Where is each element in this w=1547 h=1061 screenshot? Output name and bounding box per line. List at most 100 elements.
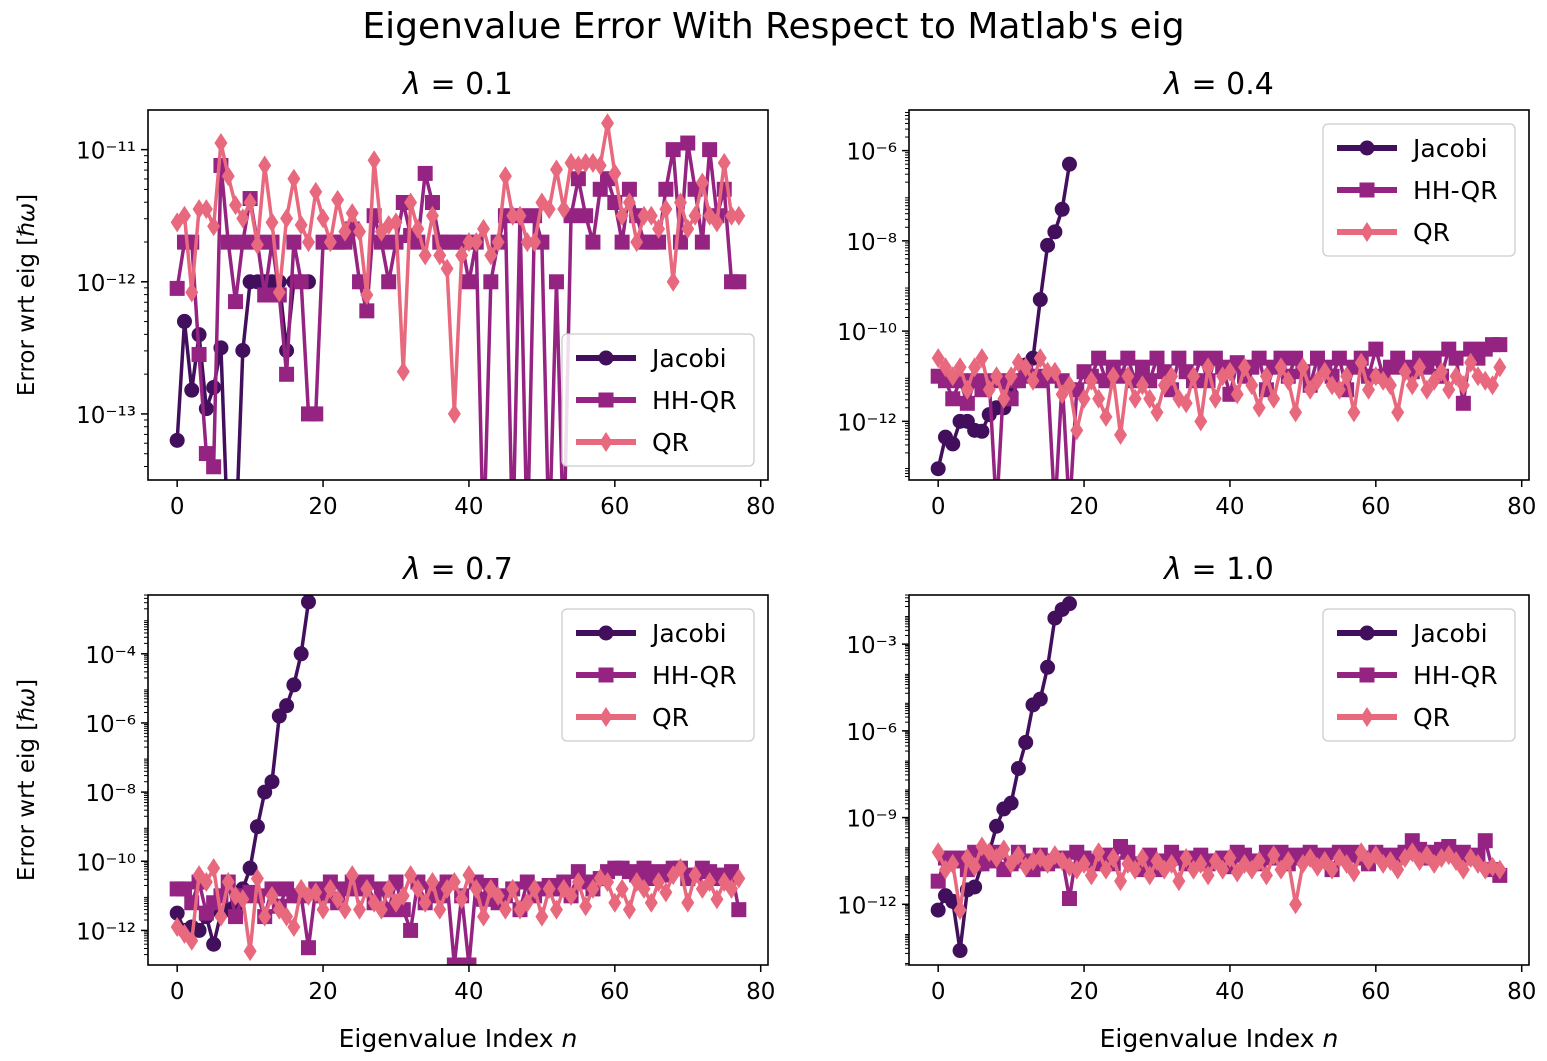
data-point bbox=[250, 234, 264, 255]
data-point bbox=[169, 432, 185, 448]
data-point bbox=[644, 205, 658, 226]
data-point bbox=[535, 906, 549, 927]
data-point bbox=[1062, 375, 1076, 396]
data-point bbox=[440, 258, 454, 279]
data-point bbox=[1332, 379, 1346, 400]
data-point bbox=[542, 199, 556, 220]
subplot-title: λ = 0.4 bbox=[1162, 67, 1274, 102]
data-point bbox=[1455, 395, 1471, 411]
data-point bbox=[930, 902, 946, 918]
data-point bbox=[578, 208, 594, 224]
data-point bbox=[1091, 350, 1107, 366]
data-point bbox=[258, 155, 272, 176]
legend: Jacobi HH-QR QR bbox=[561, 333, 755, 467]
legend-marker-hh-qr bbox=[1359, 182, 1375, 198]
data-point bbox=[710, 889, 724, 910]
data-point bbox=[287, 916, 301, 937]
data-point bbox=[1477, 833, 1493, 849]
data-point bbox=[280, 208, 294, 229]
data-point bbox=[528, 878, 542, 899]
data-point bbox=[1114, 424, 1128, 445]
data-point bbox=[1303, 379, 1317, 400]
data-point bbox=[1019, 357, 1033, 378]
data-point bbox=[725, 878, 739, 899]
data-point bbox=[542, 539, 557, 554]
data-point bbox=[484, 245, 498, 266]
title-value: = 0.4 bbox=[1182, 67, 1274, 102]
data-point bbox=[1223, 848, 1237, 869]
data-point bbox=[1165, 853, 1179, 874]
data-point bbox=[1493, 859, 1507, 880]
y-tick-label: 10⁻¹² bbox=[837, 893, 897, 919]
data-point bbox=[1201, 865, 1215, 886]
data-point bbox=[549, 899, 563, 920]
data-point bbox=[293, 274, 309, 290]
data-point bbox=[946, 853, 960, 874]
data-point bbox=[688, 205, 702, 226]
data-point bbox=[462, 232, 476, 253]
x-tick-label: 80 bbox=[1507, 979, 1536, 1005]
data-point bbox=[694, 234, 710, 250]
data-point bbox=[1099, 859, 1113, 880]
data-point bbox=[513, 205, 527, 226]
data-point bbox=[1134, 359, 1150, 375]
data-point bbox=[1216, 859, 1230, 880]
data-point bbox=[967, 879, 983, 895]
data-point bbox=[1456, 859, 1470, 880]
data-point bbox=[717, 152, 731, 173]
data-point bbox=[1230, 384, 1244, 405]
data-point bbox=[1420, 379, 1434, 400]
data-point bbox=[1193, 350, 1209, 366]
data-point bbox=[1048, 361, 1062, 382]
data-point bbox=[1084, 865, 1098, 886]
data-point bbox=[418, 245, 432, 266]
data-point bbox=[1092, 388, 1106, 409]
x-tick-label: 0 bbox=[170, 494, 185, 520]
legend-marker-qr bbox=[1360, 707, 1374, 727]
data-point bbox=[345, 865, 359, 886]
data-point bbox=[1026, 370, 1040, 391]
data-point bbox=[455, 889, 469, 910]
data-point bbox=[1077, 388, 1091, 409]
data-point bbox=[1296, 357, 1310, 378]
legend-marker-qr bbox=[599, 707, 613, 727]
legend-marker-hh-qr bbox=[1359, 667, 1375, 683]
data-point bbox=[207, 858, 221, 879]
data-point bbox=[1186, 366, 1200, 387]
legend-label-jacobi: Jacobi bbox=[1411, 619, 1488, 648]
data-point bbox=[1047, 224, 1063, 240]
axes-frame bbox=[147, 594, 769, 966]
legend-label-jacobi: Jacobi bbox=[650, 344, 727, 373]
data-point bbox=[309, 882, 323, 903]
data-point bbox=[477, 906, 491, 927]
data-point bbox=[279, 698, 295, 714]
subplot-4: λ = 1.0 0 20 40 60 80 10⁻¹² 10⁻⁹ 10⁻⁶ 10⁻³ Eigenva… bbox=[837, 552, 1536, 1053]
data-point bbox=[1398, 361, 1412, 382]
data-point bbox=[404, 865, 418, 886]
data-point bbox=[968, 856, 982, 877]
data-point bbox=[930, 461, 946, 477]
data-point bbox=[433, 245, 447, 266]
data-point bbox=[608, 892, 622, 913]
data-point bbox=[710, 212, 724, 233]
x-tick-label: 0 bbox=[931, 494, 946, 520]
data-point bbox=[1289, 894, 1303, 915]
data-point bbox=[528, 232, 542, 253]
data-point bbox=[1391, 859, 1405, 880]
data-point bbox=[1274, 357, 1288, 378]
data-point bbox=[316, 208, 330, 229]
data-point bbox=[579, 896, 593, 917]
data-point bbox=[316, 899, 330, 920]
data-point bbox=[1259, 366, 1273, 387]
data-point bbox=[1347, 862, 1361, 883]
data-point bbox=[1040, 659, 1056, 675]
data-point bbox=[665, 142, 681, 158]
data-point bbox=[1032, 292, 1048, 308]
data-point bbox=[207, 216, 221, 237]
legend-label-qr: QR bbox=[652, 703, 689, 732]
data-point bbox=[373, 234, 389, 250]
data-point bbox=[184, 382, 200, 398]
axes-frame bbox=[908, 109, 1530, 481]
data-point bbox=[199, 199, 213, 220]
legend: Jacobi HH-QR QR bbox=[1322, 123, 1516, 257]
